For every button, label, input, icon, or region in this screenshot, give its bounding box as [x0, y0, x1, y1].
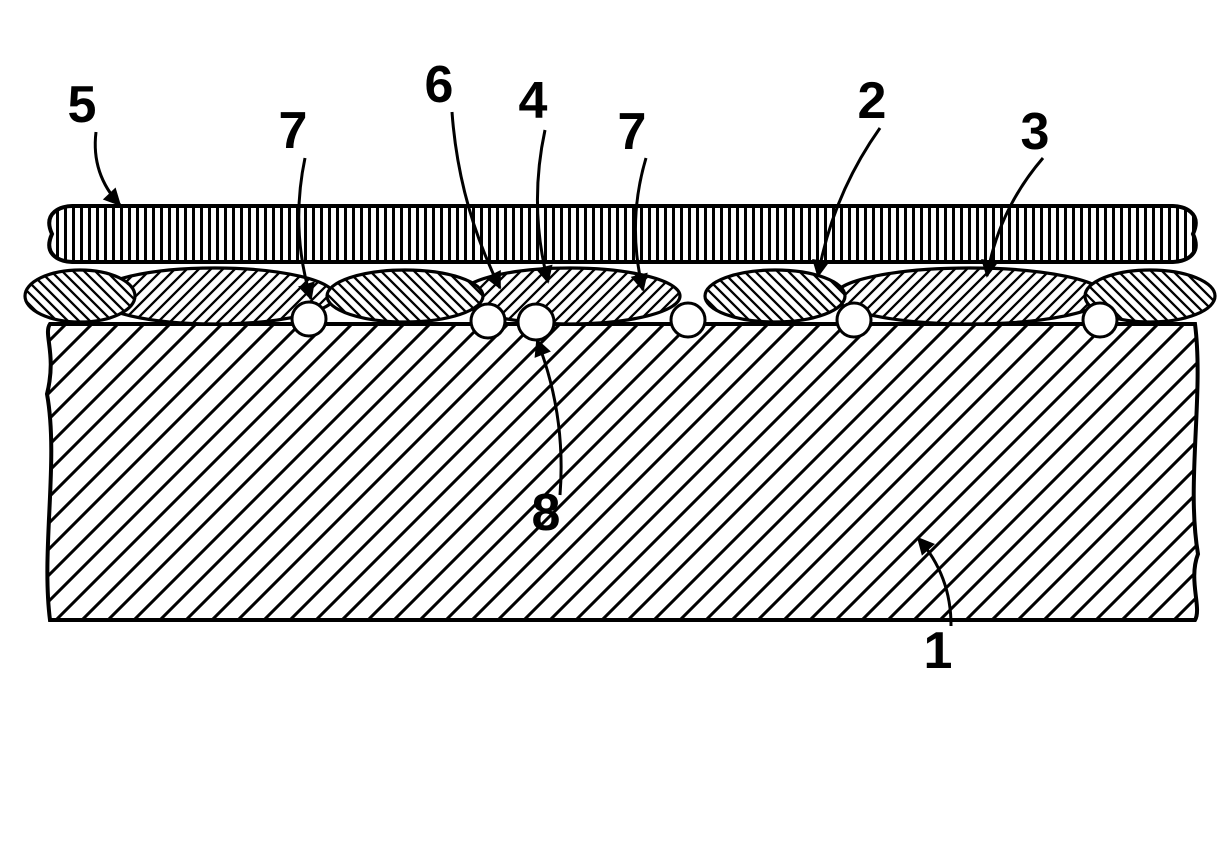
callout-label: 3 — [1021, 103, 1050, 161]
void-circle — [518, 304, 554, 340]
top-layer — [49, 206, 1195, 262]
callout-label: 8 — [532, 484, 561, 542]
callout-label: 7 — [618, 103, 647, 161]
particle-layer — [25, 268, 1215, 324]
callout-label: 7 — [279, 102, 308, 160]
substrate — [47, 324, 1198, 620]
particle-type-b — [327, 270, 483, 322]
particle-type-b — [25, 270, 135, 322]
cross-section-figure: 5 7 6 4 7 2 3 8 1 — [0, 0, 1225, 858]
callout-label: 1 — [924, 622, 953, 680]
particle-type-a — [835, 268, 1105, 324]
callout-label: 6 — [425, 56, 454, 114]
top-coating — [49, 206, 1195, 262]
leader-line — [95, 132, 120, 205]
callout-label: 2 — [858, 72, 887, 130]
particle-type-b — [705, 270, 845, 322]
void-circle — [671, 303, 705, 337]
void-circle — [471, 304, 505, 338]
substrate-layer — [47, 324, 1198, 620]
void-circle — [837, 303, 871, 337]
callout-label: 4 — [519, 72, 548, 130]
void-circle — [292, 302, 326, 336]
callout-label: 5 — [68, 76, 97, 134]
void-circle — [1083, 303, 1117, 337]
